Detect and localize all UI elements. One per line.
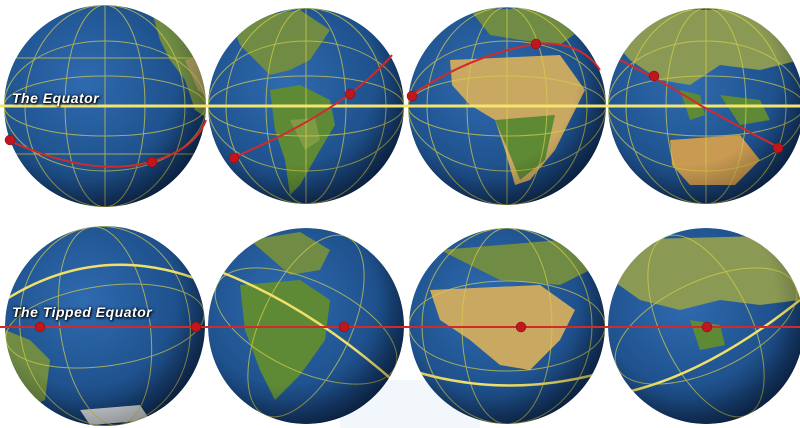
marker: [530, 38, 542, 50]
marker: [190, 321, 202, 333]
marker: [34, 321, 46, 333]
tilted-path: [7, 42, 781, 168]
marker: [515, 321, 527, 333]
tipped-equator-caption: The Tipped Equator: [12, 304, 153, 320]
marker: [648, 70, 660, 82]
marker: [772, 142, 784, 154]
marker: [406, 90, 418, 102]
marker: [146, 156, 158, 168]
marker: [701, 321, 713, 333]
marker: [344, 88, 356, 100]
marker: [228, 152, 240, 164]
marker: [4, 134, 16, 146]
marker: [338, 321, 350, 333]
equator-caption: The Equator: [12, 90, 100, 106]
